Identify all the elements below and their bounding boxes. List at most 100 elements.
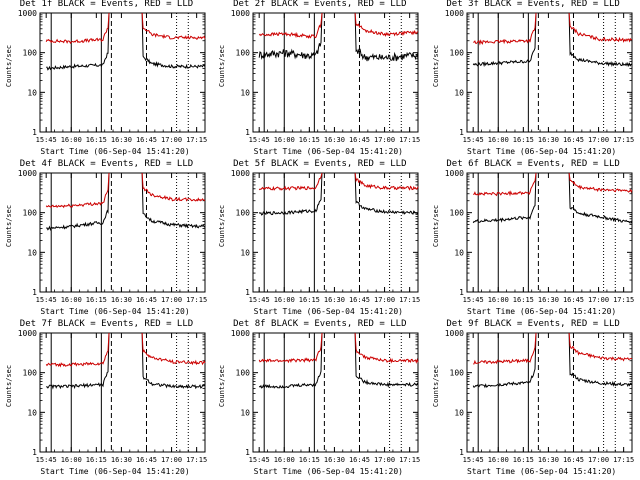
x-tick-label: 16:15 [86,296,107,304]
x-tick-label: 15:45 [36,136,57,144]
plot-svg: 1 10 100 1000 15:45 16:00 16:15 16:30 16:45 17:00… [231,169,420,304]
x-tick-label: 16:45 [136,136,157,144]
x-tick-label: 16:30 [111,296,132,304]
x-tick-label: 16:45 [563,456,584,464]
x-tick-label: 16:45 [563,296,584,304]
events-series-line [141,12,206,69]
y-tick-label: 100 [236,369,251,378]
lld-series-line [141,12,206,40]
events-series-line [354,12,419,62]
x-tick-label: 16:00 [61,296,82,304]
lld-series-line [45,332,110,368]
events-series-line [568,12,632,68]
x-tick-label: 16:00 [274,136,295,144]
panel-title: Det 1f BLACK = Events, RED = LLD [19,0,194,9]
lld-series-line [141,332,206,366]
detector-panel: Det 1f BLACK = Events, RED = LLD Counts/s… [0,0,213,160]
y-tick-label: 1 [459,288,464,297]
x-axis-label: Start Time (06-Sep-04 15:41:20) [40,467,190,476]
plot-svg: 1 10 100 1000 15:45 16:00 16:15 16:30 16:45 17:00… [18,9,207,144]
y-tick-label: 10 [241,408,251,417]
events-series-line [472,332,537,389]
x-tick-label: 16:15 [299,136,320,144]
x-tick-label: 16:45 [349,456,370,464]
panel-title: Det 8f BLACK = Events, RED = LLD [233,319,407,329]
x-tick-label: 17:15 [399,296,420,304]
x-tick-label: 16:30 [537,456,558,464]
x-tick-label: 16:00 [61,456,82,464]
y-tick-label: 1000 [444,9,463,18]
x-tick-label: 16:15 [512,456,533,464]
events-series-line [472,172,537,224]
y-tick-label: 1 [245,128,250,137]
x-tick-label: 16:15 [512,296,533,304]
y-tick-label: 100 [23,49,38,58]
x-tick-label: 16:00 [61,136,82,144]
y-tick-label: 1000 [18,9,37,18]
events-series-line [354,332,419,388]
x-axis-label: Start Time (06-Sep-04 15:41:20) [466,147,617,156]
y-tick-label: 1 [32,128,37,137]
y-tick-label: 100 [449,209,464,218]
lld-series-line [568,172,633,193]
plot-frame [39,12,206,133]
lld-series-line [45,172,110,209]
y-tick-label: 10 [454,248,464,257]
y-tick-label: 100 [23,209,38,218]
x-tick-label: 16:45 [349,136,370,144]
x-tick-label: 17:00 [588,136,609,144]
x-tick-label: 17:00 [374,456,395,464]
y-tick-label: 1 [245,448,250,457]
x-tick-label: 17:00 [374,136,395,144]
events-series-line [141,332,206,390]
panel-title: Det 7f BLACK = Events, RED = LLD [19,319,194,329]
x-tick-label: 17:00 [161,456,182,464]
y-tick-label: 1 [32,288,37,297]
x-tick-label: 15:45 [36,456,57,464]
events-series-line [354,172,419,215]
x-tick-label: 16:45 [349,296,370,304]
lld-series-line [259,12,323,39]
x-tick-label: 15:45 [462,456,483,464]
y-tick-label: 10 [241,88,251,97]
plot-frame [466,12,633,133]
x-tick-label: 15:45 [462,136,483,144]
lld-series-line [259,172,323,191]
x-tick-label: 15:45 [249,456,270,464]
y-tick-label: 100 [23,369,38,378]
lld-series-line [354,172,419,191]
x-tick-label: 16:00 [274,456,295,464]
x-tick-label: 16:15 [299,296,320,304]
x-tick-label: 16:00 [274,296,295,304]
x-tick-label: 16:00 [487,136,508,144]
x-axis-label: Start Time (06-Sep-04 15:41:20) [253,467,403,476]
plot-frame [466,332,633,453]
lld-series-line [141,172,206,202]
x-tick-label: 16:15 [86,136,107,144]
panel-title: Det 4f BLACK = Events, RED = LLD [19,159,194,169]
y-tick-label: 10 [241,248,251,257]
plot-svg: 1 10 100 1000 15:45 16:00 16:15 16:30 16:45 17:00… [18,169,207,304]
x-tick-label: 17:00 [588,456,609,464]
panel-title: Det 5f BLACK = Events, RED = LLD [233,159,407,169]
x-tick-label: 16:15 [299,456,320,464]
y-tick-label: 100 [449,49,464,58]
panel-title: Det 2f BLACK = Events, RED = LLD [233,0,407,9]
x-tick-label: 16:30 [324,296,345,304]
detector-panel: Det 3f BLACK = Events, RED = LLD Counts/s… [427,0,640,160]
plot-svg: 1 10 100 1000 15:45 16:00 16:15 16:30 16:45 17:00… [444,169,633,304]
x-tick-label: 16:45 [563,136,584,144]
x-tick-label: 17:15 [613,456,634,464]
detector-panel: Det 5f BLACK = Events, RED = LLD Counts/s… [213,159,426,320]
plot-svg: 1 10 100 1000 15:45 16:00 16:15 16:30 16:45 17:00… [231,9,420,144]
x-tick-label: 17:00 [374,296,395,304]
x-tick-label: 16:30 [111,456,132,464]
x-tick-label: 16:15 [512,136,533,144]
x-tick-label: 16:45 [136,456,157,464]
x-tick-label: 16:30 [537,136,558,144]
plot-frame [252,332,419,453]
y-tick-label: 100 [236,209,251,218]
y-tick-label: 1000 [231,9,250,18]
lld-series-line [45,12,110,45]
